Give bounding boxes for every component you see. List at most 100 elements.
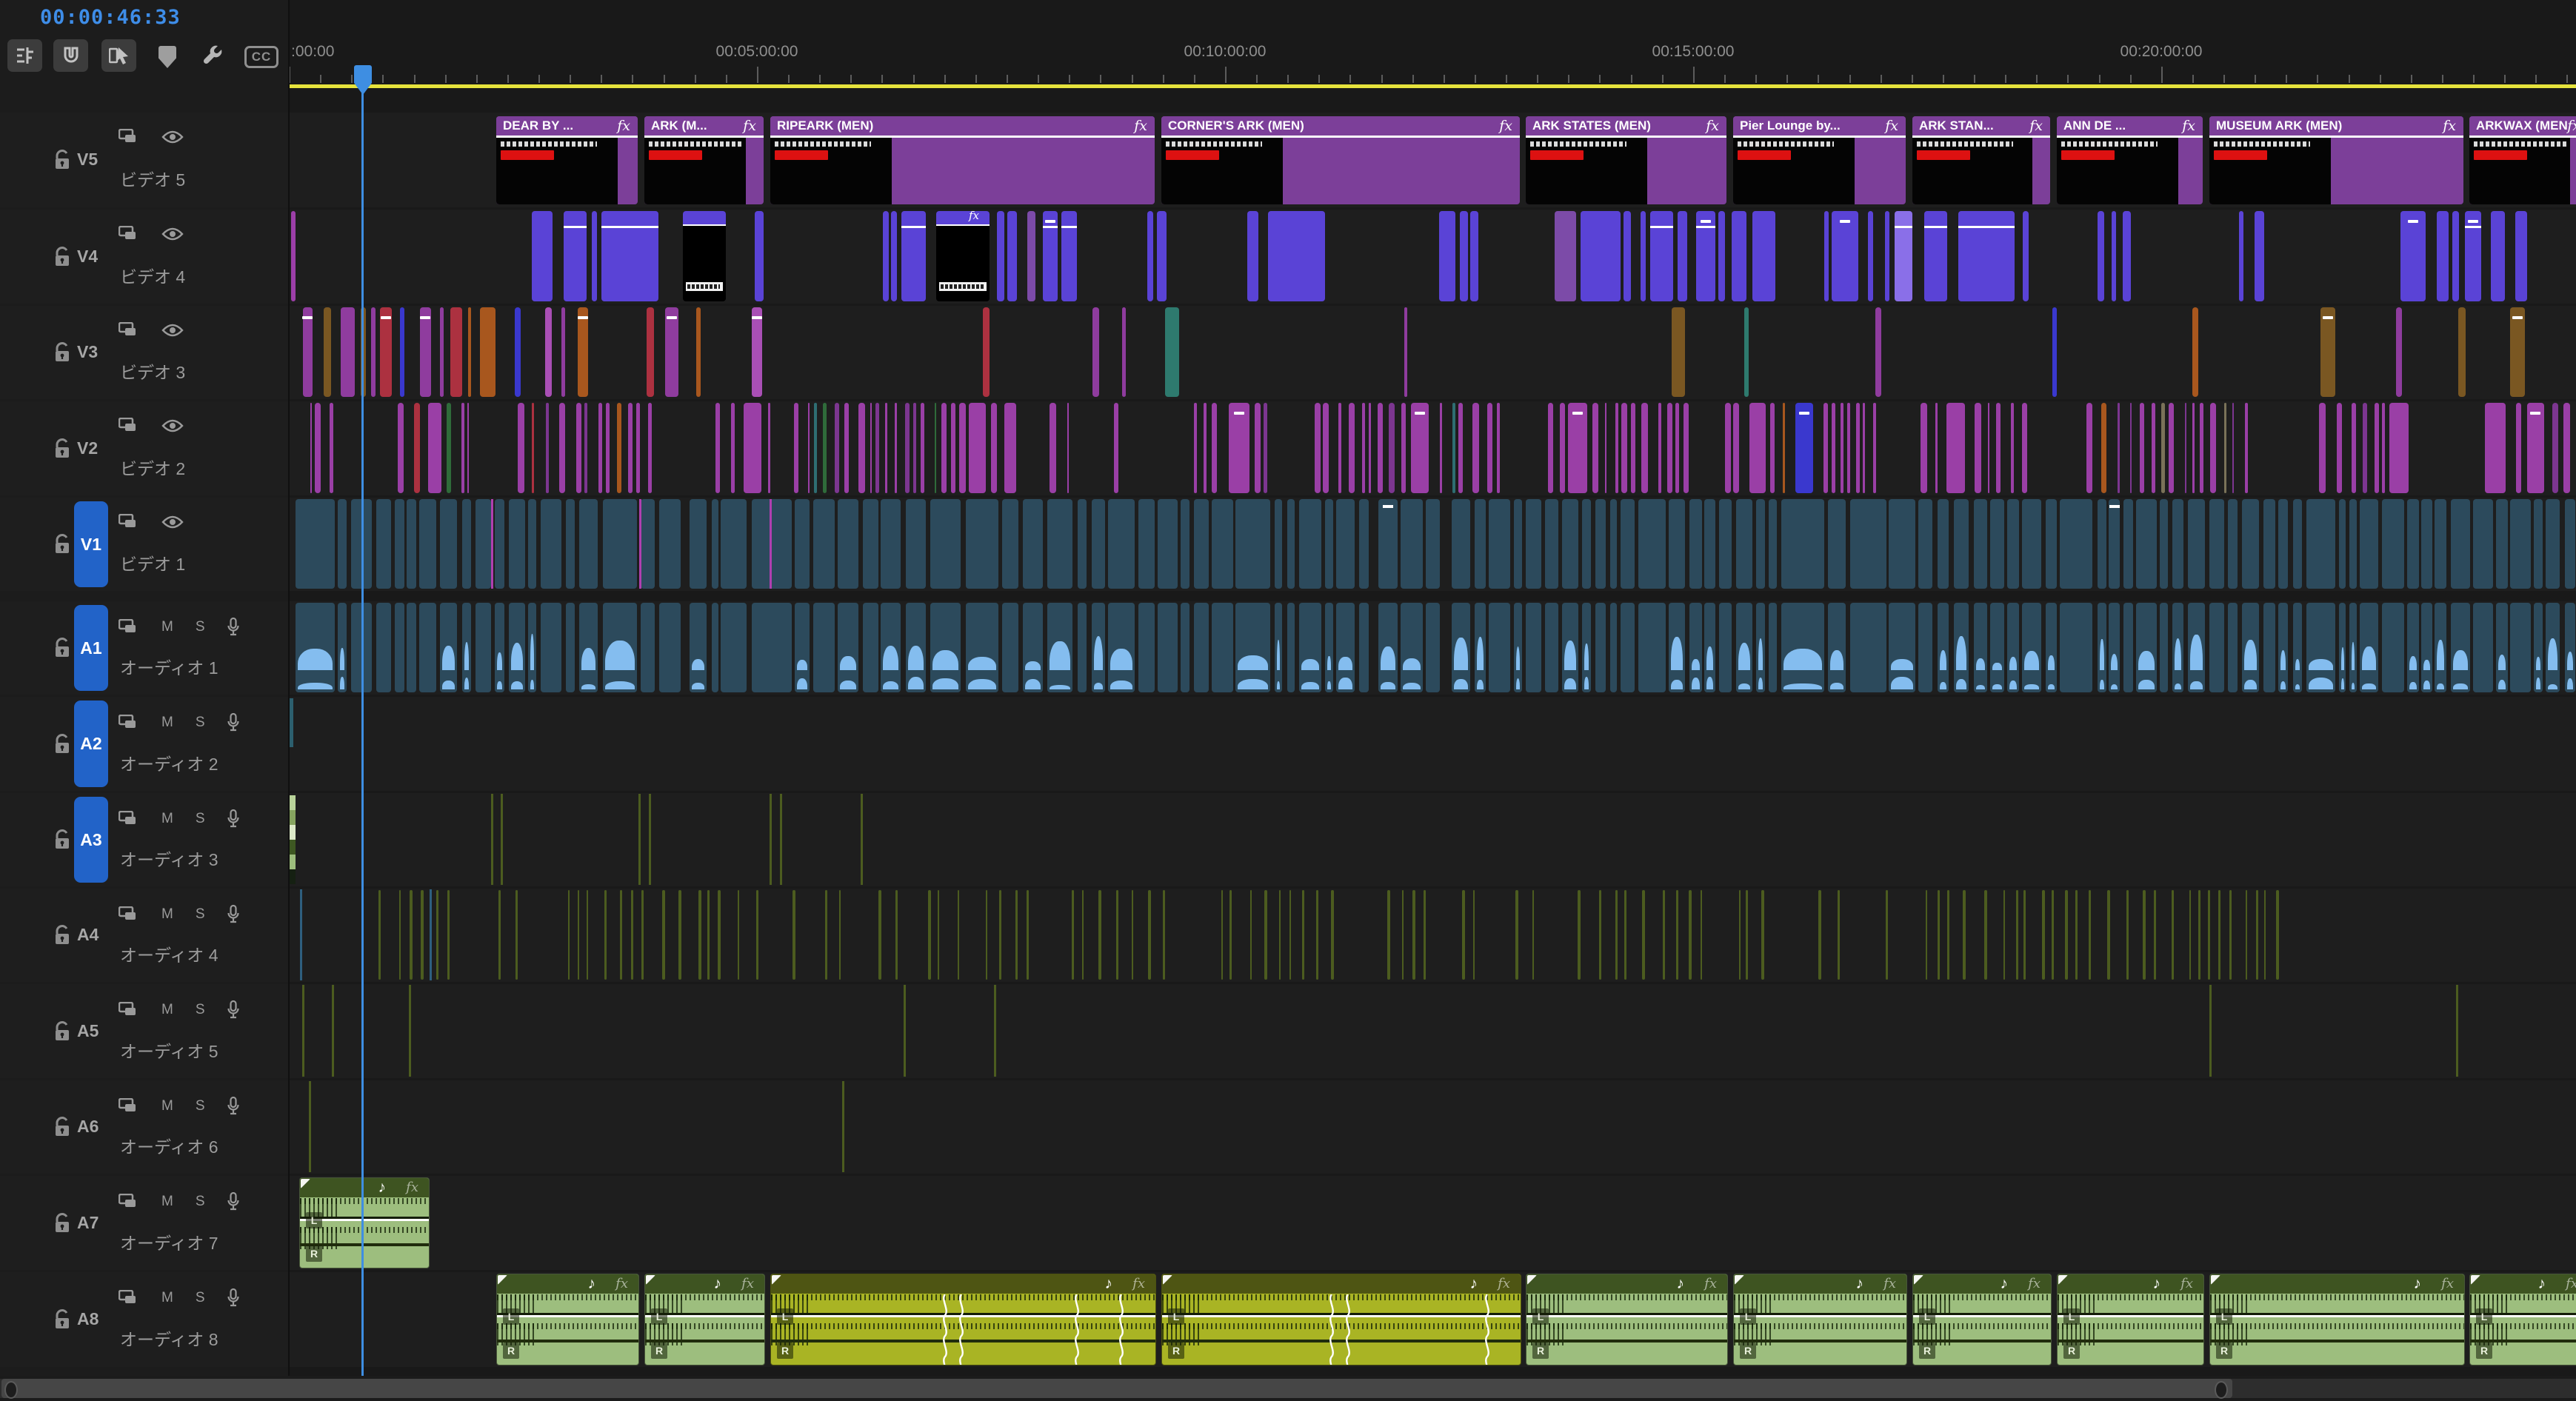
timeline-clip-a1[interactable] <box>1194 603 1209 692</box>
timeline-clip-a1[interactable] <box>1359 603 1369 692</box>
timeline-clip-v4[interactable] <box>532 211 553 301</box>
timeline-clip-v1[interactable] <box>1275 499 1283 589</box>
timeline-clip-v3[interactable] <box>514 307 521 397</box>
timeline-clip-v1[interactable] <box>1426 499 1441 589</box>
timeline-clip-a4[interactable] <box>2153 890 2156 980</box>
timeline-clip-a1[interactable] <box>1638 603 1666 692</box>
timeline-clip-v4[interactable] <box>755 211 764 301</box>
timeline-clip-v1[interactable] <box>2172 499 2184 589</box>
timeline-clip-a1[interactable] <box>1211 603 1233 692</box>
timeline-clip-a1[interactable] <box>751 603 792 692</box>
timeline-clip-a4[interactable] <box>825 890 827 980</box>
timeline-clip-v1[interactable] <box>541 499 562 589</box>
timeline-clip-v2[interactable] <box>1050 403 1056 493</box>
timeline-clip-a4[interactable] <box>1301 890 1304 980</box>
timeline-clip-a1[interactable] <box>2406 603 2419 692</box>
timeline-clip-a4[interactable] <box>662 890 665 980</box>
timeline-clip-v2[interactable] <box>1067 403 1070 493</box>
timeline-clip-v1[interactable] <box>418 499 437 589</box>
current-timecode[interactable]: 00:00:46:33 <box>40 6 181 29</box>
timeline-clip-a4[interactable] <box>2229 890 2232 980</box>
solo-button[interactable]: S <box>195 906 205 922</box>
timeline-clip-v2[interactable] <box>1749 403 1766 493</box>
timeline-clip-v2[interactable] <box>1349 403 1355 493</box>
timeline-clip-a4[interactable] <box>421 890 424 980</box>
timeline-clip-v4[interactable] <box>1732 211 1746 301</box>
timeline-clip-a4[interactable] <box>1937 890 1941 980</box>
voiceover-mic-icon[interactable] <box>227 1097 239 1116</box>
timeline-clip-v2[interactable] <box>1667 403 1672 493</box>
timeline-clip-v3[interactable] <box>370 307 376 397</box>
timeline-clip-v1[interactable] <box>1077 499 1087 589</box>
timeline-clip-v2[interactable] <box>1194 403 1197 493</box>
timeline-clip-v2[interactable] <box>1452 403 1455 493</box>
timeline-clip-a1[interactable] <box>1275 603 1283 692</box>
timeline-clip-v2[interactable] <box>744 403 762 493</box>
timeline-clip-a1[interactable] <box>2360 603 2378 692</box>
timeline-clip-a1[interactable] <box>2060 603 2093 692</box>
timeline-clip-v2[interactable] <box>461 403 465 493</box>
timeline-clip-a4[interactable] <box>567 890 570 980</box>
solo-button[interactable]: S <box>195 1098 205 1114</box>
timeline-clip-v2[interactable] <box>1847 403 1850 493</box>
timeline-clip-v2[interactable] <box>969 403 986 493</box>
timeline-clip-v4[interactable] <box>1678 211 1687 301</box>
timeline-clip-v1[interactable] <box>1047 499 1072 589</box>
timeline-clip-a4[interactable] <box>2042 890 2045 980</box>
timeline-clip-v2[interactable] <box>1658 403 1662 493</box>
timeline-clip-a4[interactable] <box>631 890 633 980</box>
timeline-clip-a4[interactable] <box>2189 890 2192 980</box>
timeline-clip-v1[interactable] <box>721 499 747 589</box>
timeline-clip-a1[interactable] <box>1001 603 1019 692</box>
timeline-clip-v1[interactable] <box>296 499 336 589</box>
timeline-clip-v1[interactable] <box>1850 499 1887 589</box>
timeline-clip-a1[interactable] <box>905 603 926 692</box>
timeline-clip-a4[interactable] <box>604 890 607 980</box>
timeline-clip-v2[interactable] <box>1548 403 1554 493</box>
timeline-clip-v2[interactable] <box>1675 403 1679 493</box>
timeline-clip-a1[interactable] <box>1235 603 1271 692</box>
timeline-clip-a4[interactable] <box>1162 890 1166 980</box>
timeline-clip-v2[interactable] <box>1559 403 1565 493</box>
timeline-clip-a4[interactable] <box>1761 890 1765 980</box>
timeline-clip-v1[interactable] <box>689 499 707 589</box>
timeline-clip-a3-sliver[interactable] <box>289 810 296 825</box>
timeline-clip-a1[interactable] <box>1452 603 1470 692</box>
timeline-clip-v1[interactable] <box>566 499 575 589</box>
timeline-clip-a1[interactable] <box>2564 603 2575 692</box>
timeline-clip-v3[interactable] <box>2510 307 2526 397</box>
timeline-clip-a4[interactable] <box>2015 890 2018 980</box>
timeline-clip-a4[interactable] <box>1412 890 1415 980</box>
timeline-clip-v2[interactable] <box>1458 403 1464 493</box>
timeline-clip-v2[interactable] <box>884 403 888 493</box>
timeline-clip-v5[interactable]: ARK (M... fx <box>644 116 764 204</box>
timeline-clip-v1[interactable] <box>2187 499 2205 589</box>
track-select-label-V5[interactable]: V5 <box>77 150 99 169</box>
timeline-clip-v1[interactable] <box>1298 499 1321 589</box>
timeline-clip-v4[interactable] <box>2464 211 2482 301</box>
timeline-clip-v2[interactable] <box>1378 403 1384 493</box>
timeline-clip-v2[interactable] <box>2319 403 2326 493</box>
timeline-clip-a1[interactable] <box>566 603 575 692</box>
timeline-clip-a3[interactable] <box>491 794 493 885</box>
timeline-clip-v2[interactable] <box>2118 403 2120 493</box>
timeline-clip-a1[interactable] <box>1325 603 1333 692</box>
timeline-clip-a1[interactable] <box>1378 603 1398 692</box>
track-select-label-A4[interactable]: A4 <box>77 925 99 944</box>
timeline-clip-a4[interactable] <box>2263 890 2266 980</box>
timeline-clip-v1[interactable] <box>1638 499 1666 589</box>
timeline-clip-a1[interactable] <box>2022 603 2041 692</box>
timeline-clip-a1[interactable] <box>1689 603 1702 692</box>
timeline-clip-v2[interactable] <box>1228 403 1249 493</box>
timeline-clip-a8[interactable]: ♪ fx L R <box>2057 1274 2204 1365</box>
timeline-clip-v2[interactable] <box>1855 403 1861 493</box>
timeline-clip-v1[interactable] <box>2381 499 2404 589</box>
voiceover-mic-icon[interactable] <box>227 1288 239 1308</box>
timeline-clip-a1[interactable] <box>813 603 835 692</box>
timeline-clip-v4[interactable] <box>1884 211 1889 301</box>
track-output-eye-icon[interactable] <box>161 130 184 144</box>
timeline-clip-v4[interactable] <box>1007 211 1018 301</box>
track-lane-A2[interactable] <box>289 697 2576 791</box>
timeline-clip-a1[interactable] <box>863 603 878 692</box>
timeline-clip-a3[interactable] <box>649 794 651 885</box>
